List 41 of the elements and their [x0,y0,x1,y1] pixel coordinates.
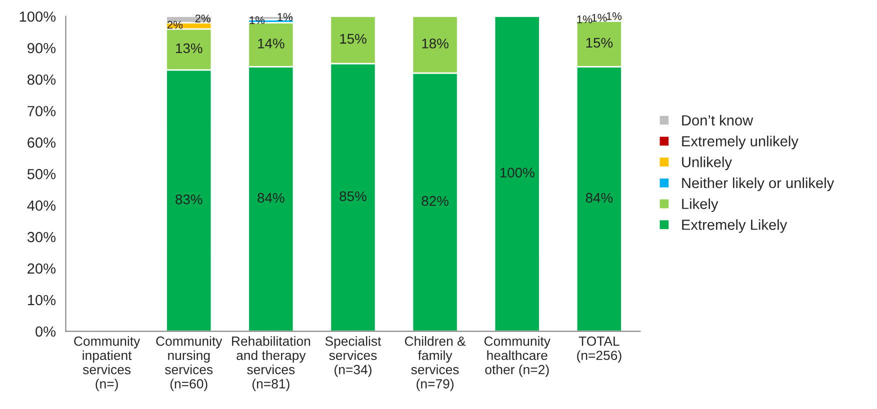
legend-label: Likely [682,198,718,212]
y-tick-label: 80% [28,74,56,85]
x-tick-label: Children & family services (n=79) [404,336,466,392]
data-label: 1% [606,12,622,20]
data-label: 83% [176,194,202,204]
y-tick-label: 50% [27,168,56,180]
data-label: 1% [278,13,293,21]
data-label: 15% [340,34,366,44]
y-tick-label: 60% [28,137,56,148]
x-tick-label: Rehabilitation and therapy services (n=81) [232,336,310,392]
data-label: 84% [586,192,613,203]
bar [494,16,540,332]
y-tick-label: 20% [28,263,56,274]
y-tick-label: 10% [28,294,56,306]
x-tick-label: Community inpatient services (n=) [74,336,140,392]
data-label: 1% [592,14,607,22]
x-tick-label: TOTAL (n=256) [577,336,622,363]
data-label: 82% [422,196,448,206]
data-label: 85% [340,191,366,202]
y-tick-label: 100% [20,11,56,22]
data-label: 15% [586,38,613,48]
data-label: 100% [500,168,534,178]
y-tick-label: 40% [27,200,56,211]
legend-label: Extremely Likely [682,219,788,233]
x-tick-label: Specialist services (n=34) [325,336,382,377]
y-tick-label: 70% [28,106,56,116]
data-label: 14% [258,38,284,48]
data-label: 13% [176,43,202,54]
data-label: 18% [422,38,448,48]
legend-label: Extremely unlikely [682,136,798,150]
y-tick-label: 0% [36,326,56,337]
data-label: 2% [195,14,210,22]
x-tick-label: Community nursing services (n=60) [156,336,222,392]
data-label: 1% [577,15,592,24]
y-tick-label: 30% [27,232,56,242]
x-tick-label: Community healthcare other (n=2) [484,336,550,377]
y-tick-label: 90% [28,42,56,54]
data-label: 84% [258,192,284,203]
legend-label: Neither likely or unlikely [682,177,834,192]
legend-label: Unlikely [682,156,732,170]
legend-label: Don’t know [682,114,754,126]
